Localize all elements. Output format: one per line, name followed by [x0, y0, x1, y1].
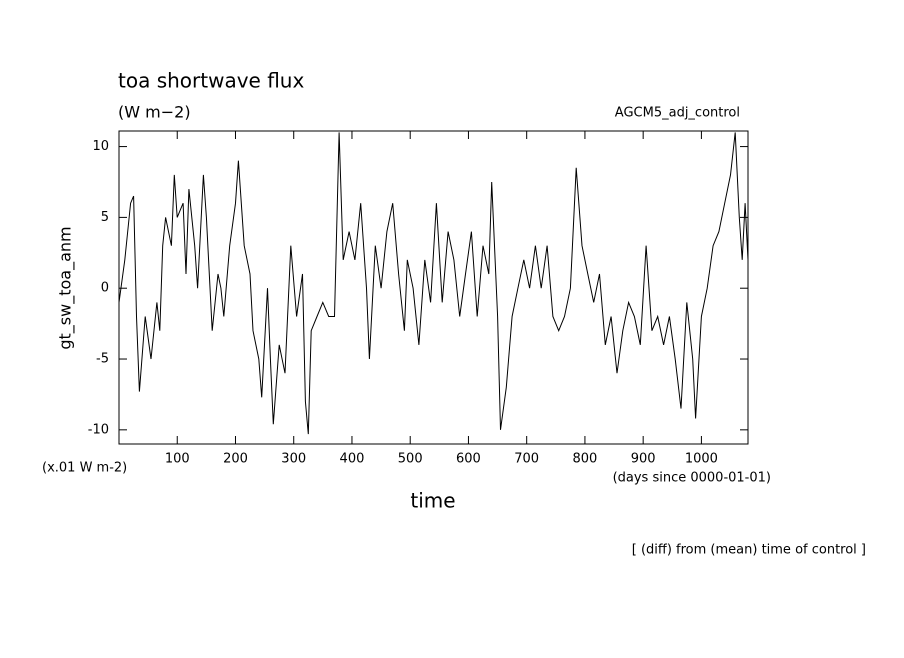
y-tick-label: -10 — [88, 422, 109, 437]
plot-frame — [118, 130, 749, 445]
x-tick-label: 100 — [165, 452, 190, 467]
x-tick-label: 500 — [398, 452, 423, 467]
x-tick-label: 700 — [514, 452, 539, 467]
x-tick-label: 300 — [281, 452, 306, 467]
x-axis-label: time — [410, 489, 455, 513]
chart-title: toa shortwave flux — [118, 69, 304, 93]
y-tick-label: 0 — [101, 281, 109, 296]
x-tick-label: 600 — [456, 452, 481, 467]
annotation: AGCM5_adj_control — [615, 106, 740, 121]
data-line — [118, 132, 749, 435]
x-tick-label: 800 — [573, 452, 598, 467]
x-unit: (days since 0000-01-01) — [613, 471, 771, 486]
y-tick-label: -5 — [96, 352, 109, 367]
y-axis-label: gt_sw_toa_anm — [56, 226, 76, 349]
subtitle: (W m−2) — [118, 103, 191, 122]
x-tick-label: 900 — [631, 452, 656, 467]
x-tick-label: 200 — [223, 452, 248, 467]
x-tick-label: 400 — [340, 452, 365, 467]
y-tick-label: 5 — [101, 210, 109, 225]
footnote: [ (diff) from (mean) time of control ] — [632, 543, 866, 558]
y-tick-label: 10 — [92, 139, 109, 154]
x-tick-label: 1000 — [685, 452, 718, 467]
y-unit: (x.01 W m-2) — [42, 461, 127, 476]
